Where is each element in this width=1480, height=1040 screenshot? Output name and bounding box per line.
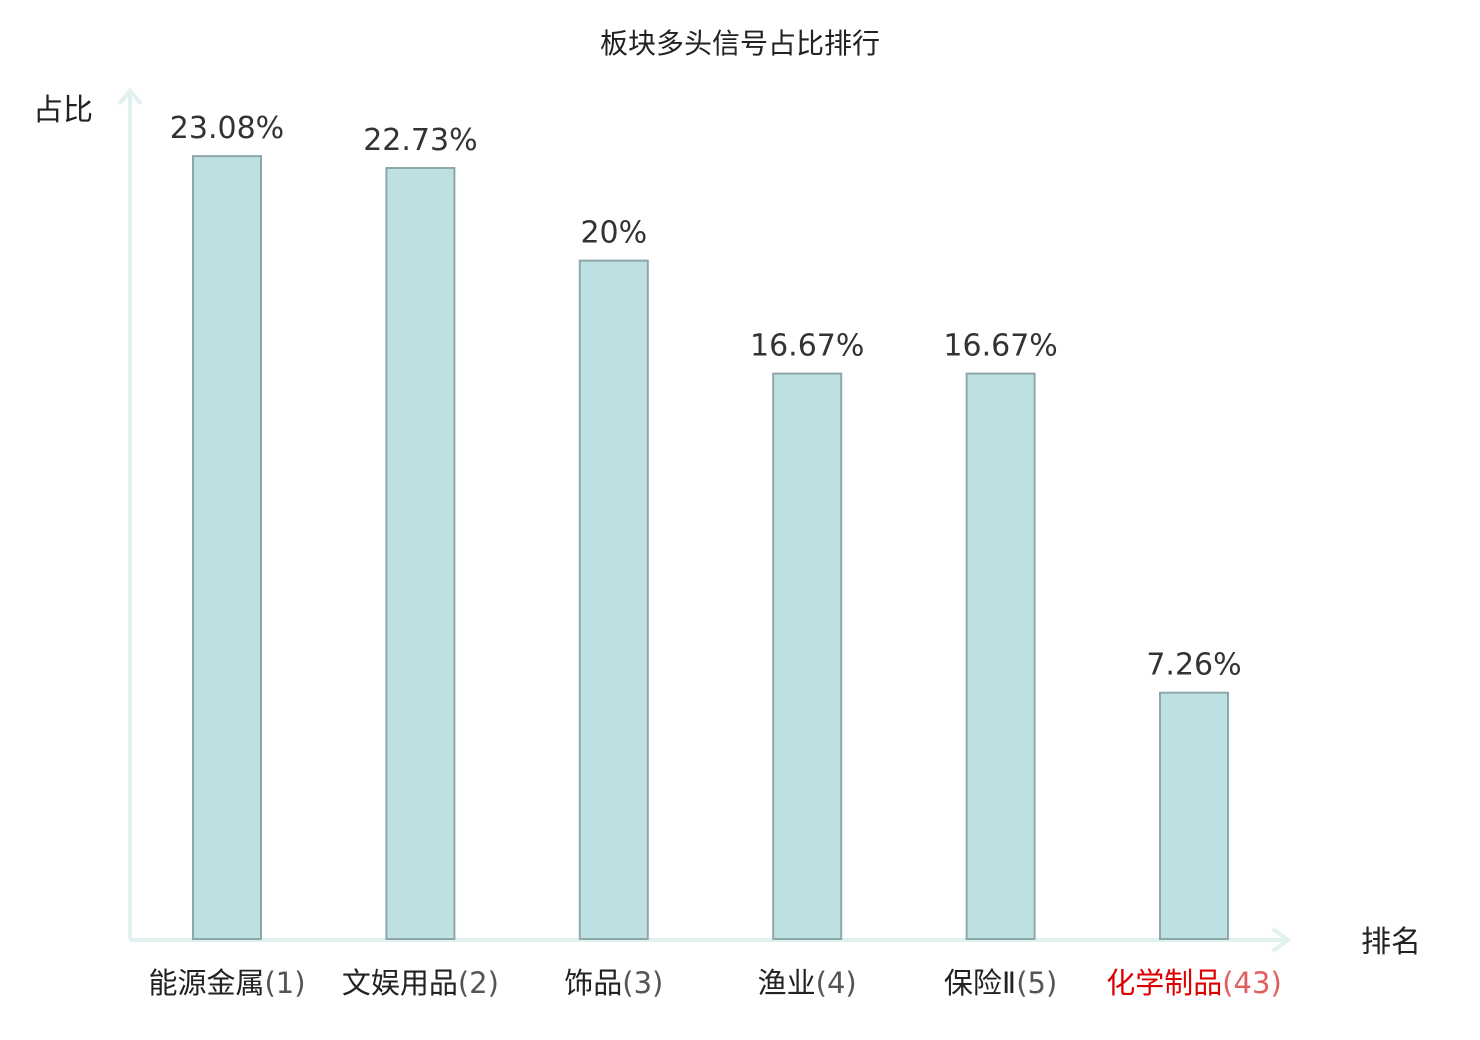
bar-2: [385, 167, 456, 940]
value-label-4: 16.67%: [750, 329, 864, 364]
category-name: 保险Ⅱ: [944, 966, 1016, 1000]
category-label-group: 能源金属(1) 文娱用品(2) 饰品(3) 渔业(4) 保险Ⅱ(5) 化学制品(43): [148, 966, 1281, 1000]
category-label-4: 渔业(4): [758, 966, 857, 1000]
value-label-3: 20%: [580, 216, 647, 251]
value-label-6: 7.26%: [1146, 648, 1241, 683]
bar-3: [578, 259, 649, 941]
category-name: 文娱用品: [342, 966, 458, 1000]
category-name: 能源金属: [148, 966, 264, 1000]
category-rank: (1): [264, 966, 305, 1000]
category-name: 化学制品: [1106, 966, 1222, 1000]
category-rank: (5): [1016, 966, 1057, 1000]
y-axis-arrow-icon: [117, 87, 143, 106]
category-rank: (2): [458, 966, 499, 1000]
y-axis-label: 占比: [33, 93, 93, 128]
category-label-5: 保险Ⅱ(5): [944, 966, 1057, 1000]
category-label-2: 文娱用品(2): [342, 966, 499, 1000]
bar-1: [192, 155, 262, 941]
value-label-2: 22.73%: [363, 123, 477, 158]
category-rank: (4): [816, 966, 857, 1000]
x-axis-label: 排名: [1361, 925, 1421, 960]
x-axis-arrow-icon: [1271, 927, 1292, 953]
category-rank: (3): [622, 966, 663, 1000]
bar-5: [965, 372, 1036, 941]
value-label-group: 23.08% 22.73% 20% 16.67% 16.67% 7.26%: [170, 111, 1242, 683]
bar-6: [1159, 691, 1229, 941]
chart-title: 板块多头信号占比排行: [600, 27, 880, 60]
category-label-1: 能源金属(1): [148, 966, 305, 1000]
category-label-3: 饰品(3): [564, 966, 663, 1000]
category-label-6: 化学制品(43): [1106, 966, 1282, 1000]
value-label-5: 16.67%: [943, 329, 1057, 364]
category-rank: (43): [1222, 966, 1282, 1000]
bar-series: [192, 155, 1229, 941]
category-name: 饰品: [564, 966, 622, 1000]
category-name: 渔业: [758, 966, 816, 1000]
bar-4: [772, 372, 843, 941]
value-label-1: 23.08%: [170, 111, 284, 146]
